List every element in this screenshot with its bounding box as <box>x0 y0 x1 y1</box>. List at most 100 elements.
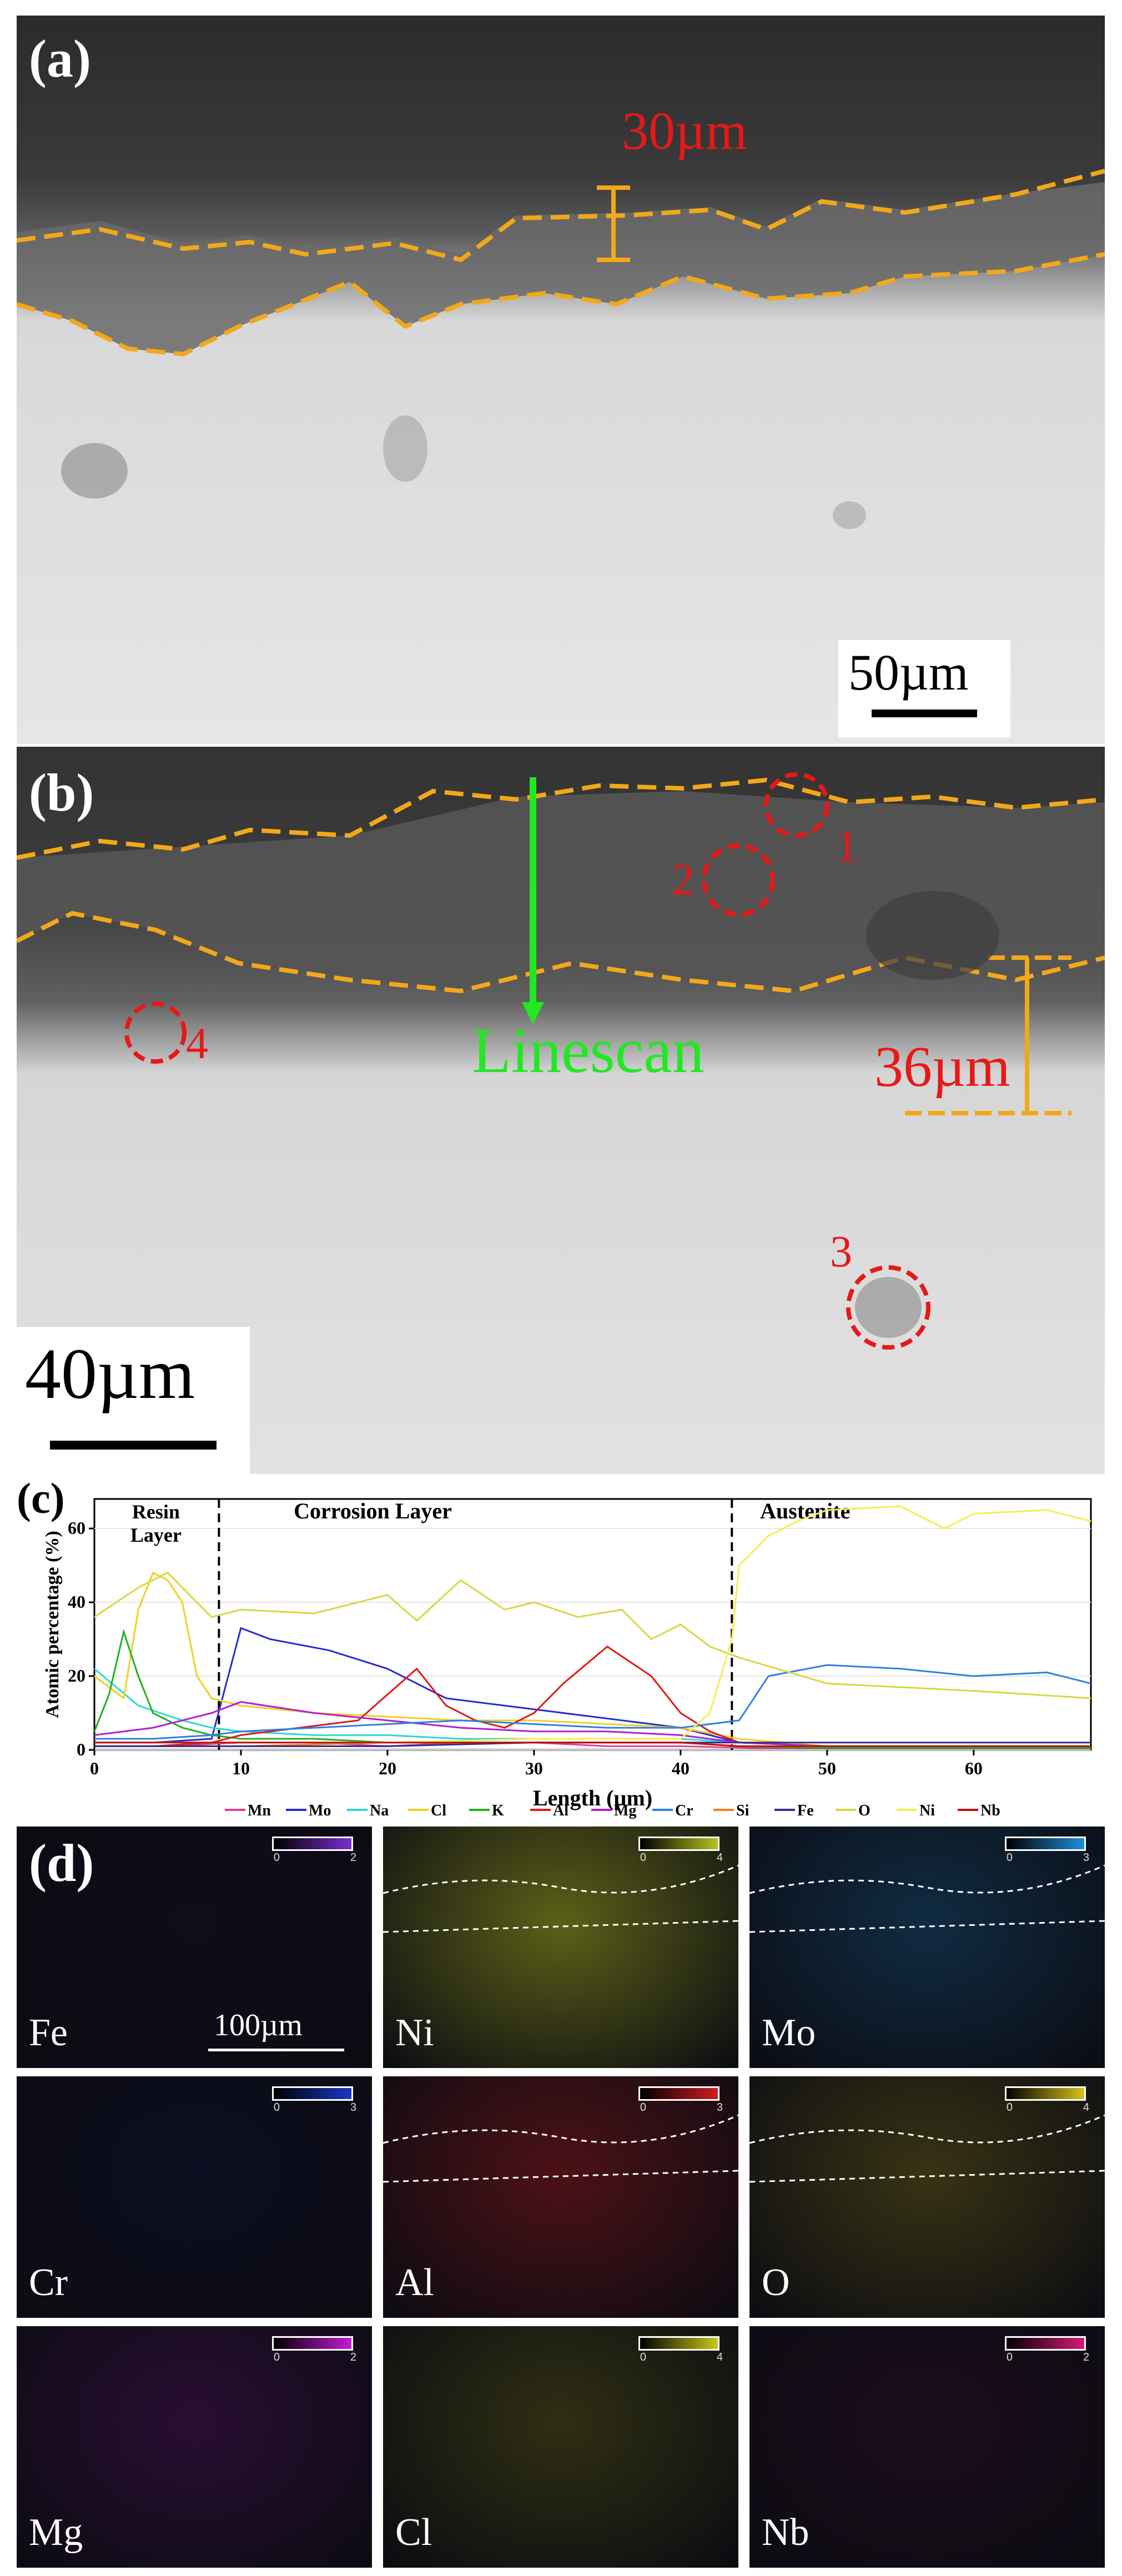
element-map-mg: 0 2 Mg <box>17 2326 372 2568</box>
element-label-al: Al <box>395 2261 434 2304</box>
linescan-arrow-head <box>522 1002 544 1024</box>
x-tick-label: 60 <box>965 1758 983 1778</box>
panel-a-scale-bar: 50µm <box>838 640 1010 737</box>
legend-label-mn: Mn <box>248 1802 271 1819</box>
plot-area <box>93 1498 1092 1751</box>
map-layer-boundary <box>749 1864 1105 1933</box>
element-map-fe: 0 2 Fe <box>17 1827 372 2068</box>
colorbar-max-label: 2 <box>1083 2351 1089 2363</box>
point-4-marker <box>124 1002 187 1064</box>
panel-c-chart: 0 20 40 60 0 10 20 30 40 50 60 Length (µm) Atomic pe… <box>17 1477 1105 1824</box>
panel-d-label: (d) <box>29 1833 94 1893</box>
panel-a-scale-label: 50µm <box>848 644 969 701</box>
map-layer-boundary <box>383 1864 738 1933</box>
colorbar-max-label: 2 <box>350 2351 356 2363</box>
legend-label-na: Na <box>370 1802 389 1819</box>
y-tick-label: 40 <box>68 1592 85 1612</box>
colorbar-min-label: 0 <box>640 2351 646 2363</box>
legend-label-fe: Fe <box>797 1802 814 1819</box>
region-label-resin: Resin Layer <box>130 1501 182 1546</box>
point-1-marker <box>764 772 829 838</box>
element-label-fe: Fe <box>29 2011 68 2054</box>
colorbar-min-label: 0 <box>273 2351 280 2363</box>
panel-a-lower-boundary <box>17 252 1105 357</box>
element-map-mo: 0 3 Mo <box>749 1827 1105 2068</box>
colorbar-min-label: 0 <box>1006 2351 1013 2363</box>
x-tick-label: 10 <box>232 1758 250 1778</box>
x-tick-label: 50 <box>818 1758 836 1778</box>
colorbar-max-label: 3 <box>350 2101 356 2114</box>
colorbar-o <box>1005 2086 1086 2101</box>
panel-d-scale-line <box>208 2049 344 2051</box>
element-map-nb: 0 2 Nb <box>749 2326 1105 2568</box>
panel-b-thickness-label: 36µm <box>874 1035 1010 1099</box>
series-line-cr <box>94 1664 1091 1740</box>
panel-c-label: (c) <box>17 1474 65 1522</box>
x-tick-label: 40 <box>672 1758 690 1778</box>
legend-label-si: Si <box>736 1802 749 1819</box>
legend-label-nb: Nb <box>980 1802 1000 1819</box>
panel-b-scale-label: 40µm <box>25 1334 195 1414</box>
series-line-o <box>94 1572 1091 1699</box>
panel-b-scale-bar: 40µm <box>17 1327 250 1474</box>
panel-b-scale-line <box>50 1441 217 1450</box>
point-3-marker <box>846 1265 930 1350</box>
colorbar-min-label: 0 <box>273 2101 280 2114</box>
element-label-o: O <box>762 2261 790 2304</box>
panel-d-scale-label: 100µm <box>214 2008 303 2042</box>
point-1-label: 1 <box>836 822 858 871</box>
element-label-cr: Cr <box>29 2261 68 2304</box>
colorbar-mg <box>272 2336 353 2351</box>
point-2-label: 2 <box>672 856 694 904</box>
y-axis-label: Atomic percentage (%) <box>42 1531 63 1718</box>
colorbar-cr <box>272 2086 353 2101</box>
x-axis-label: Length (µm) <box>533 1785 652 1810</box>
y-tick-label: 0 <box>77 1739 85 1759</box>
y-tick-label: 60 <box>68 1518 85 1538</box>
colorbar-al <box>638 2086 720 2101</box>
legend-label-k: K <box>492 1802 504 1819</box>
colorbar-min-label: 0 <box>1006 2101 1013 2114</box>
point-2-marker <box>702 843 775 917</box>
colorbar-max-label: 4 <box>1083 2101 1089 2114</box>
element-map-cr: 0 3 Cr <box>17 2076 372 2318</box>
colorbar-max-label: 4 <box>716 1852 723 1864</box>
y-tick-label: 20 <box>68 1666 85 1686</box>
map-layer-boundary <box>749 2114 1105 2183</box>
point-3-label: 3 <box>830 1227 852 1276</box>
x-tick-label: 30 <box>525 1758 543 1778</box>
panel-a-sem-image: (a) 30µm 50µm <box>17 16 1105 744</box>
panel-a-thickness-label: 30µm <box>622 101 747 160</box>
x-tick-label: 20 <box>379 1758 396 1778</box>
colorbar-nb <box>1005 2336 1086 2351</box>
element-map-cl: 0 4 Cl <box>383 2326 738 2568</box>
panel-b-upper-boundary <box>17 777 1105 860</box>
legend-label-ni: Ni <box>919 1802 935 1819</box>
panel-a-upper-boundary <box>17 169 1105 263</box>
legend-label-mg: Mg <box>614 1802 636 1819</box>
legend-label-cl: Cl <box>431 1802 446 1819</box>
legend-label-cr: Cr <box>675 1802 693 1819</box>
element-label-nb: Nb <box>762 2511 809 2554</box>
element-label-ni: Ni <box>395 2011 434 2054</box>
panel-d-scale-bar: 100µm <box>208 2010 344 2054</box>
colorbar-cl <box>638 2336 720 2351</box>
point-4-label: 4 <box>186 1019 208 1068</box>
element-map-ni: 0 4 Ni <box>383 1827 738 2068</box>
colorbar-fe <box>272 1837 353 1851</box>
linescan-label: Linescan <box>472 1015 705 1086</box>
colorbar-min-label: 0 <box>1006 1852 1013 1864</box>
colorbar-ni <box>638 1837 720 1851</box>
series-line-nb <box>94 1742 1091 1747</box>
panel-b-sem-image: (b) Linescan 36µm 1 2 3 4 40µm <box>17 747 1105 1474</box>
legend-label-al: Al <box>553 1802 568 1819</box>
colorbar-max-label: 2 <box>350 1852 356 1864</box>
region-label-corrosion: Corrosion Layer <box>294 1498 452 1523</box>
region-label-austenite: Austenite <box>760 1498 850 1523</box>
colorbar-max-label: 3 <box>1083 1852 1089 1864</box>
series-line-al <box>94 1646 1091 1747</box>
element-label-mo: Mo <box>762 2011 816 2054</box>
panel-b-label: (b) <box>29 763 94 822</box>
element-map-al: 0 3 Al <box>383 2076 738 2318</box>
legend-label-mo: Mo <box>309 1802 331 1819</box>
